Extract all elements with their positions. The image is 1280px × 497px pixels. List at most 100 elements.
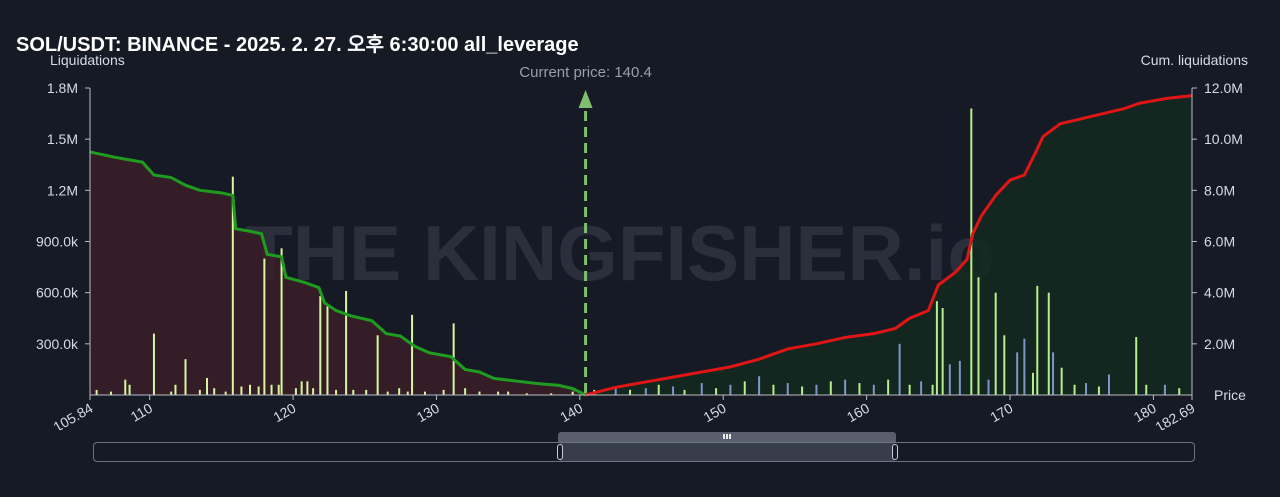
x-tick-label: 170 <box>987 400 1015 426</box>
short-liquidation-bar <box>958 360 961 395</box>
long-liquidation-bar <box>206 377 209 395</box>
short-liquidation-bar <box>920 381 923 395</box>
short-liquidation-bar <box>1060 367 1063 395</box>
short-liquidation-bar <box>977 277 980 395</box>
watermark-text: THE KINGFISHER.io <box>245 209 995 297</box>
short-liquidation-bar <box>970 108 973 395</box>
short-liquidation-bar <box>858 383 861 395</box>
short-liquidation-bar <box>931 384 934 395</box>
short-liquidation-bar <box>657 384 660 395</box>
short-liquidation-bar <box>758 376 761 395</box>
long-liquidation-bar <box>319 296 322 395</box>
long-liquidation-bar <box>423 391 426 395</box>
x-tick-label: 160 <box>844 400 872 426</box>
y-right-tick-label: 2.0M <box>1204 336 1235 352</box>
zoom-slider-left-handle[interactable] <box>557 444 563 460</box>
long-liquidation-bar <box>95 389 98 395</box>
y-right-axis-label: Cum. liquidations <box>1140 52 1248 68</box>
long-liquidation-bar <box>109 391 112 395</box>
long-liquidation-bar <box>128 384 131 395</box>
long-liquidation-bar <box>280 248 283 395</box>
short-cum-line <box>585 94 1193 397</box>
x-axis-label: Price <box>1214 387 1246 403</box>
short-liquidation-bar <box>729 384 732 395</box>
y-left-tick-label: 1.5M <box>47 131 78 147</box>
short-liquidation-bar <box>994 292 997 395</box>
x-tick-label: 130 <box>414 400 442 426</box>
y-left-tick-label: 1.2M <box>47 182 78 198</box>
short-liquidation-bar <box>844 379 847 395</box>
long-liquidation-bar <box>184 359 187 395</box>
long-liquidation-bar <box>507 391 510 395</box>
chart-title: SOL/USDT: BINANCE - 2025. 2. 27. 오후 6:30… <box>16 34 579 56</box>
short-liquidation-bar <box>629 389 632 395</box>
long-liquidation-bar <box>240 386 243 395</box>
y-right-tick-label: 6.0M <box>1204 234 1235 250</box>
long-liquidation-bar <box>152 333 155 395</box>
long-liquidation-bar <box>352 389 355 395</box>
x-tick-label: 182.69 <box>1152 400 1197 430</box>
long-liquidation-bar <box>411 314 414 395</box>
long-liquidation-bar <box>294 388 297 395</box>
long-liquidation-bar <box>257 386 260 395</box>
short-liquidation-bar <box>715 388 718 395</box>
short-liquidation-bar <box>1016 352 1019 395</box>
short-liquidation-bar <box>801 386 804 395</box>
long-liquidation-bar <box>306 381 309 395</box>
long-liquidation-bar <box>170 391 173 395</box>
short-liquidation-bar <box>948 364 951 395</box>
long-liquidation-bar <box>198 389 201 395</box>
long-liquidation-bar <box>277 384 280 395</box>
short-liquidation-bar <box>786 383 789 395</box>
long-liquidation-bar <box>571 391 574 395</box>
liquidation-chart: THE KINGFISHER.io 300.0k 600.0k 900.0k 1.2M… <box>36 64 1246 430</box>
y-left-tick-label: 600.0k <box>36 285 79 301</box>
short-liquidation-bar <box>941 308 944 395</box>
long-liquidation-bar <box>406 391 409 395</box>
long-liquidation-bar <box>365 389 368 395</box>
long-liquidation-bar <box>124 379 127 395</box>
long-cum-line <box>89 150 587 397</box>
short-liquidation-bar <box>1031 372 1034 395</box>
short-liquidation-bar <box>815 384 818 395</box>
long-liquidation-bar <box>464 388 467 395</box>
long-liquidation-bar <box>263 258 266 395</box>
arrow-up-icon <box>578 90 593 108</box>
short-liquidation-bar <box>872 384 875 395</box>
short-liquidation-bar <box>743 381 746 395</box>
short-liquidation-bar <box>683 389 686 395</box>
short-liquidation-bar <box>987 379 990 395</box>
short-liquidation-bar <box>1178 388 1181 395</box>
x-tick-label: 150 <box>701 400 729 426</box>
long-liquidation-bar <box>386 391 389 395</box>
y-left-tick-label: 300.0k <box>36 336 79 352</box>
short-liquidation-bar <box>1145 384 1148 395</box>
short-liquidation-bar <box>829 381 832 395</box>
short-liquidation-bar <box>1052 352 1055 395</box>
long-liquidation-bar <box>249 384 252 395</box>
short-liquidation-bar <box>1073 384 1076 395</box>
long-liquidation-bar <box>231 176 234 395</box>
short-liquidation-bar <box>908 384 911 395</box>
long-liquidation-bar <box>478 391 481 395</box>
long-liquidation-bar <box>398 388 401 395</box>
long-liquidation-bar <box>335 389 338 395</box>
short-liquidation-bar <box>700 383 703 395</box>
grip-icon[interactable] <box>723 434 731 439</box>
short-liquidation-bar <box>1047 292 1050 395</box>
zoom-slider-track[interactable] <box>93 442 1195 462</box>
zoom-slider-right-handle[interactable] <box>892 444 898 460</box>
short-liquidation-bar <box>672 386 675 395</box>
short-liquidation-bar <box>1036 285 1039 395</box>
x-tick-label: 120 <box>270 400 298 426</box>
short-liquidation-bar <box>1107 374 1110 395</box>
long-liquidation-bar <box>497 391 500 395</box>
zoom-slider-window[interactable] <box>560 442 895 462</box>
short-liquidation-bar <box>935 301 938 395</box>
short-liquidation-bar <box>898 343 901 395</box>
y-right-tick-label: 12.0M <box>1204 80 1243 96</box>
short-liquidation-bar <box>1163 384 1166 395</box>
long-liquidation-bar <box>213 388 216 395</box>
long-liquidation-bar <box>376 335 379 395</box>
short-liquidation-bar <box>1097 386 1100 395</box>
